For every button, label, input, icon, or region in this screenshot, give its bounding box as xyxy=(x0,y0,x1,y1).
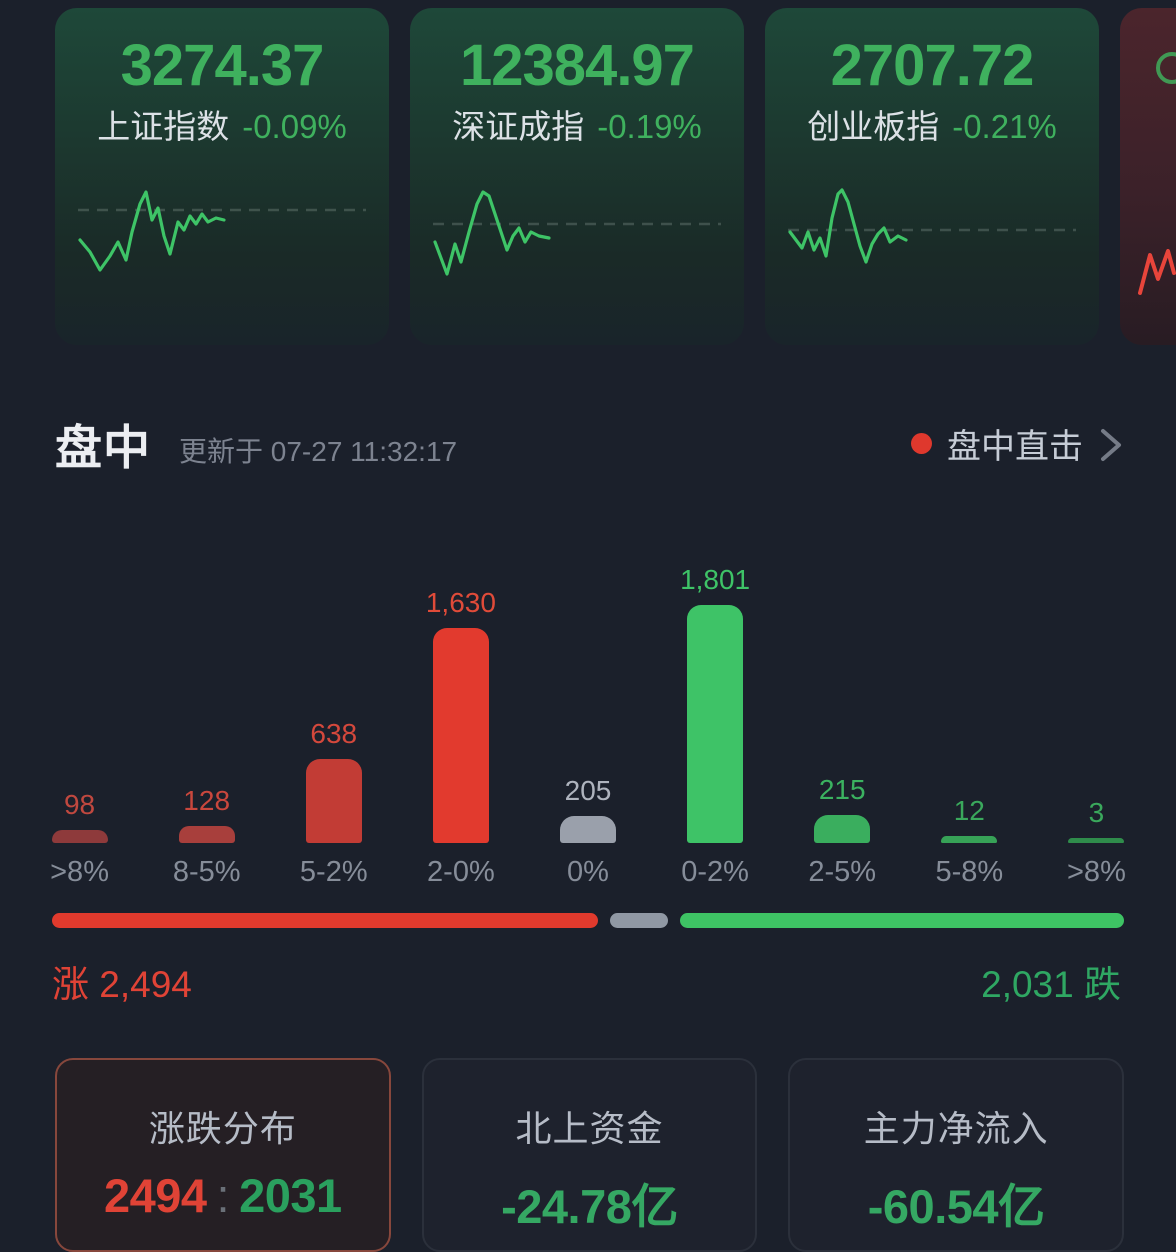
bar-category-label: 0% xyxy=(567,856,609,888)
updown-ratio: 2494:2031 xyxy=(57,1168,389,1223)
index-sparkline-icon xyxy=(788,188,1076,265)
distribution-bar xyxy=(687,605,744,843)
footer-cards-row: 涨跌分布 2494:2031 北上资金 -24.78亿 主力净流入 -60.54… xyxy=(55,1058,1124,1252)
breadth-up-segment xyxy=(52,913,598,928)
chart-bar-column: 215 2-5% xyxy=(779,774,906,889)
index-sparkline-icon xyxy=(78,190,366,273)
tab-title: 主力净流入 xyxy=(863,1108,1049,1149)
section-title: 盘中 xyxy=(55,421,151,474)
northbound-funds-value: -24.78亿 xyxy=(501,1180,678,1233)
chart-bar-column: 128 8-5% xyxy=(143,785,270,889)
index-cards-row: 3274.37 上证指数 -0.09% 12384.97 深证成指 -0.19% 2… xyxy=(0,0,1176,345)
distribution-bar xyxy=(178,826,235,843)
distribution-bar xyxy=(1068,838,1125,843)
index-name: 上证指数 xyxy=(97,107,230,145)
index-value: 12384.97 xyxy=(460,33,695,98)
chart-bar-column: 98 >8% xyxy=(16,789,143,889)
bar-category-label: 5-2% xyxy=(299,856,368,888)
distribution-bar xyxy=(559,816,616,843)
index-name: 深证成指 xyxy=(452,107,585,145)
index-value: 2707.72 xyxy=(830,33,1035,98)
bar-value-label: 1,801 xyxy=(680,564,751,595)
bar-category-label: 0-2% xyxy=(681,856,749,888)
index-card-shenzhen[interactable]: 12384.97 深证成指 -0.19% xyxy=(410,8,744,345)
distribution-bar xyxy=(51,830,108,843)
bar-category-label: 5-8% xyxy=(935,856,1004,888)
down-count-label: 2,031 跌 xyxy=(981,964,1121,1005)
bar-value-label: 12 xyxy=(953,795,985,826)
chart-bar-column: 1,630 2-0% xyxy=(397,587,524,889)
breadth-labels: 涨 2,494 2,031 跌 xyxy=(52,954,1121,1008)
updown-distribution-chart: 98 >8% 128 8-5% 638 5-2% 1,630 2-0% 205 0% 1,801 0-… xyxy=(16,512,1160,889)
bar-category-label: 2-5% xyxy=(808,856,877,888)
chart-bar-column: 3 >8% xyxy=(1033,797,1160,889)
distribution-bar xyxy=(432,628,489,843)
bar-value-label: 638 xyxy=(310,718,358,749)
live-news-label: 盘中直击 xyxy=(947,428,1083,466)
live-dot-icon xyxy=(911,433,932,454)
bar-value-label: 128 xyxy=(183,785,231,816)
tab-title: 北上资金 xyxy=(515,1108,664,1149)
bar-value-label: 98 xyxy=(63,789,96,820)
tab-updown-distribution[interactable]: 涨跌分布 2494:2031 xyxy=(55,1058,391,1252)
breadth-down-segment xyxy=(679,913,1124,928)
ratio-separator: : xyxy=(216,1169,230,1222)
distribution-bar xyxy=(941,836,998,843)
up-count-label: 涨 2,494 xyxy=(52,964,192,1005)
down-count: 2031 xyxy=(239,1169,342,1222)
bar-value-label: 1,630 xyxy=(425,587,496,618)
index-card-chinext[interactable]: 2707.72 创业板指 -0.21% xyxy=(765,8,1099,345)
live-news-link[interactable]: 盘中直击 xyxy=(911,419,1124,468)
chart-bar-column: 205 0% xyxy=(524,775,651,889)
up-count: 2494 xyxy=(103,1169,207,1222)
bar-value-label: 3 xyxy=(1088,797,1105,828)
tab-title: 涨跌分布 xyxy=(148,1108,297,1149)
main-net-inflow-value: -60.54亿 xyxy=(867,1180,1045,1233)
partial-digit-fragment xyxy=(1156,52,1176,84)
chart-bar-column: 1,801 0-2% xyxy=(652,564,779,889)
index-sparkline-icon xyxy=(433,190,721,277)
bar-category-label: >8% xyxy=(1067,856,1126,888)
bar-category-label: 8-5% xyxy=(172,856,241,888)
index-card-shanghai[interactable]: 3274.37 上证指数 -0.09% xyxy=(55,8,389,345)
chart-bar-column: 12 5-8% xyxy=(906,795,1033,889)
index-card-partial[interactable] xyxy=(1120,8,1176,345)
bar-category-label: >8% xyxy=(50,856,109,888)
updated-timestamp: 更新于 07-27 11:32:17 xyxy=(179,435,458,467)
chevron-right-icon xyxy=(1101,428,1121,461)
chart-bar-column: 638 5-2% xyxy=(270,718,397,889)
index-change: -0.19% xyxy=(597,107,702,145)
intraday-section-header: 盘中 更新于 07-27 11:32:17 盘中直击 xyxy=(55,409,1124,478)
tab-main-net-inflow[interactable]: 主力净流入 -60.54亿 xyxy=(788,1058,1124,1252)
index-change: -0.09% xyxy=(242,107,347,145)
red-sparkline-fragment-icon xyxy=(1138,249,1176,295)
index-change: -0.21% xyxy=(952,107,1057,145)
tab-northbound-funds[interactable]: 北上资金 -24.78亿 xyxy=(421,1058,758,1252)
bar-value-label: 215 xyxy=(818,774,866,805)
bar-category-label: 2-0% xyxy=(427,856,495,888)
index-value: 3274.37 xyxy=(120,33,325,98)
index-name: 创业板指 xyxy=(807,107,940,145)
breadth-bar xyxy=(52,913,1124,928)
distribution-bar xyxy=(814,815,871,843)
bar-value-label: 205 xyxy=(564,775,612,806)
distribution-bar xyxy=(305,759,362,843)
breadth-flat-segment xyxy=(609,913,668,928)
